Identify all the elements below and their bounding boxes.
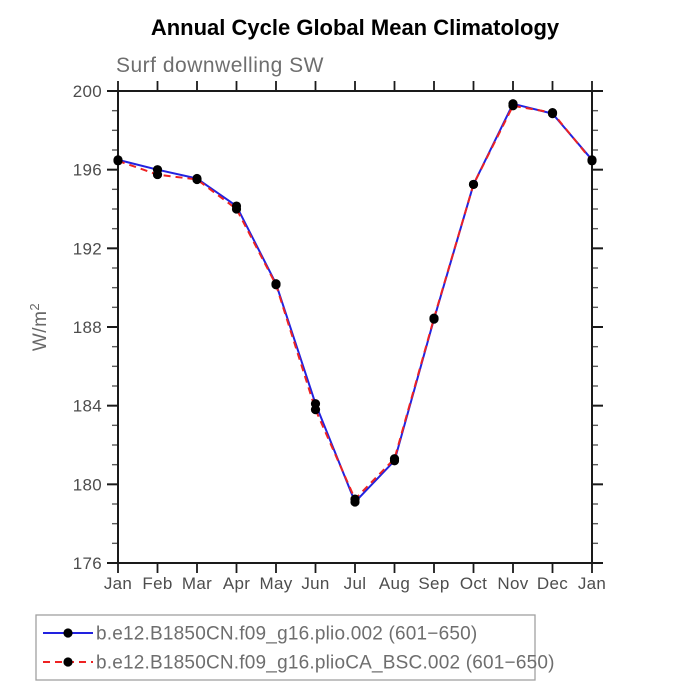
y-axis-tick-label: 180 bbox=[73, 475, 102, 494]
data-point-marker bbox=[429, 313, 439, 323]
legend-marker-dot bbox=[63, 657, 73, 667]
y-axis-tick-label: 200 bbox=[73, 82, 102, 101]
data-point-marker bbox=[389, 454, 400, 464]
data-point-marker bbox=[271, 280, 281, 290]
data-point-marker bbox=[231, 204, 242, 214]
data-point-marker bbox=[468, 179, 479, 190]
legend-box: b.e12.B1850CN.f09_g16.plio.002 (601−650)… bbox=[35, 614, 555, 681]
legend-label-series1: b.e12.B1850CN.f09_g16.plio.002 (601−650) bbox=[96, 624, 477, 645]
x-axis-tick-label: Oct bbox=[460, 574, 487, 593]
x-axis-tick-label: Sep bbox=[418, 574, 449, 593]
y-axis-label: W/m2 bbox=[27, 303, 51, 351]
data-point-marker bbox=[547, 108, 558, 118]
data-point-marker bbox=[350, 494, 360, 504]
y-axis-tick-label: 176 bbox=[73, 554, 102, 573]
y-axis-tick-label: 184 bbox=[73, 397, 102, 416]
data-point-marker bbox=[152, 169, 163, 180]
legend-marker-dot bbox=[63, 628, 73, 638]
x-axis-tick-label: Apr bbox=[223, 574, 250, 593]
x-axis-tick-label: Jul bbox=[344, 574, 367, 593]
x-axis-tick-label: May bbox=[259, 574, 292, 593]
x-axis-tick-label: Jan bbox=[578, 574, 606, 593]
chart-subtitle: Surf downwelling SW bbox=[116, 54, 324, 77]
data-point-marker bbox=[587, 156, 597, 166]
chart-title: Annual Cycle Global Mean Climatology bbox=[151, 15, 560, 40]
x-axis-tick-label: Feb bbox=[142, 574, 172, 593]
series-line-plio002 bbox=[117, 102, 593, 504]
data-point-marker bbox=[113, 156, 123, 166]
series-line-plioCA-BSC002 bbox=[117, 104, 593, 501]
data-point-marker bbox=[508, 101, 518, 111]
x-axis-tick-label: Aug bbox=[379, 574, 410, 593]
y-axis-tick-label: 192 bbox=[73, 239, 102, 258]
plot-box bbox=[117, 90, 593, 564]
x-axis-tick-label: Dec bbox=[537, 574, 568, 593]
y-axis-tick-label: 196 bbox=[73, 161, 102, 180]
x-axis-tick-label: Jun bbox=[301, 574, 329, 593]
y-axis-tick-label: 188 bbox=[73, 318, 102, 337]
plot-area: Jan Feb Mar Apr May Jun Jul Aug Sep Oct Nov Dec Jan1… bbox=[73, 81, 606, 593]
x-axis-tick-label: Mar bbox=[182, 574, 212, 593]
legend-label-series2: b.e12.B1850CN.f09_g16.plioCA_BSC.002 (60… bbox=[96, 653, 555, 674]
legend-border bbox=[35, 614, 536, 681]
legend-item: b.e12.B1850CN.f09_g16.plioCA_BSC.002 (60… bbox=[43, 653, 555, 674]
x-axis-tick-label: Nov bbox=[497, 574, 528, 593]
legend-item: b.e12.B1850CN.f09_g16.plio.002 (601−650) bbox=[43, 624, 477, 645]
data-point-marker bbox=[192, 174, 202, 185]
x-axis-tick-label: Jan bbox=[104, 574, 132, 593]
data-point-marker bbox=[310, 405, 321, 415]
